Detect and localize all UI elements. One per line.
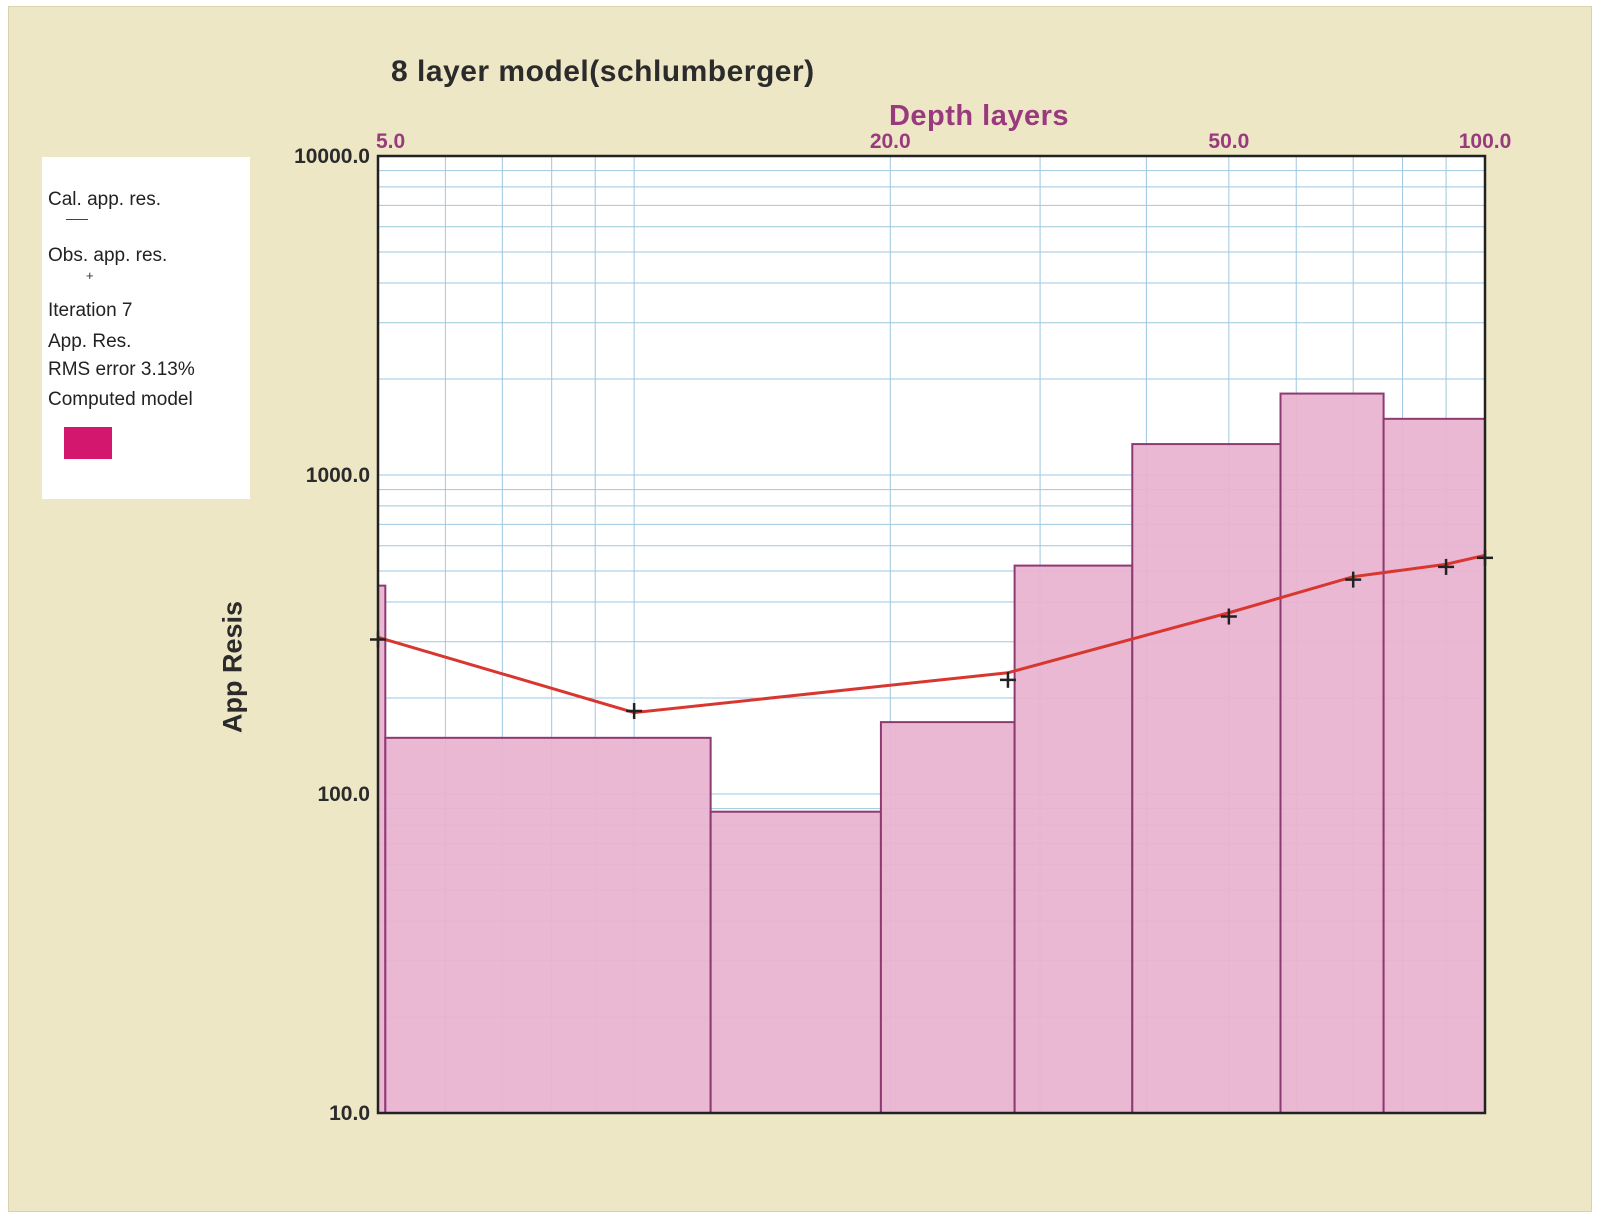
- observed-point: [626, 703, 643, 720]
- legend: Cal. app. res. Obs. app. res. + Iteratio…: [42, 157, 250, 499]
- observed-point: [1220, 608, 1237, 625]
- observed-point: [1345, 571, 1362, 588]
- x-tick-label: 5.0: [376, 130, 405, 153]
- model-layer-bar: [1013, 564, 1134, 1114]
- x-tick-label: 20.0: [870, 130, 911, 153]
- legend-cal-line-sample: [66, 219, 88, 220]
- observed-point: [1438, 558, 1455, 575]
- model-layer-bar: [879, 721, 1016, 1114]
- y-tick-label: 1000.0: [306, 464, 370, 487]
- model-layer-bar: [709, 810, 882, 1114]
- legend-obs-marker-icon: +: [86, 268, 94, 283]
- legend-iteration: Iteration 7: [48, 300, 133, 321]
- model-layer-bar: [1131, 443, 1282, 1114]
- x-axis-title: Depth layers: [888, 100, 1070, 132]
- model-layer-bar: [1279, 392, 1385, 1115]
- model-layer-bar: [1382, 417, 1486, 1114]
- legend-model-swatch: [64, 427, 112, 459]
- legend-app-res: App. Res.: [48, 331, 132, 352]
- model-layer-bar: [384, 736, 712, 1115]
- y-tick-label: 100.0: [317, 783, 370, 806]
- legend-cal-label: Cal. app. res.: [48, 189, 161, 210]
- computed-model-layers: [377, 392, 1486, 1115]
- legend-rms-error: RMS error 3.13%: [48, 359, 195, 380]
- plot-area: 10000.0 1000.0 100.0 10.0 5.0 20.0 50.0 100.0: [294, 130, 1511, 1125]
- y-tick-label: 10.0: [329, 1102, 370, 1125]
- x-tick-label: 100.0: [1459, 130, 1512, 153]
- legend-obs-label: Obs. app. res.: [48, 245, 168, 266]
- legend-model-label: Computed model: [48, 389, 193, 410]
- chart-frame: 8 layer model(schlumberger) Depth layers…: [8, 6, 1592, 1212]
- plot-border-rect: [376, 154, 1487, 1115]
- y-tick-label: 10000.0: [294, 145, 370, 168]
- axis-ticks: 10000.0 1000.0 100.0 10.0 5.0 20.0 50.0 100.0: [294, 130, 1511, 1125]
- chart-title: 8 layer model(schlumberger): [391, 55, 815, 88]
- plot-border: [376, 154, 1487, 1115]
- observed-point: [999, 671, 1016, 688]
- x-tick-label: 50.0: [1208, 130, 1249, 153]
